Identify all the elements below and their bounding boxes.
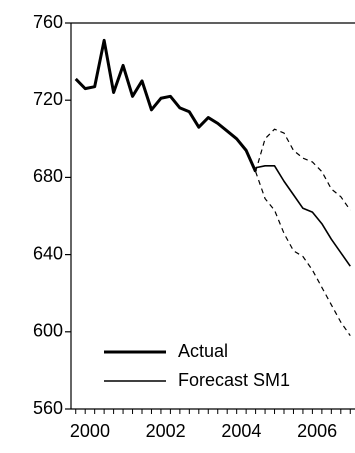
y-tick-label: 720 xyxy=(33,89,63,109)
x-tick-label: 2006 xyxy=(297,421,337,441)
band-line-2 xyxy=(255,128,351,211)
series-line-forecast-sm1 xyxy=(255,165,351,267)
y-tick-label: 680 xyxy=(33,166,63,186)
y-tick-label: 600 xyxy=(33,321,63,341)
plot-area xyxy=(74,38,351,337)
legend: Actual Forecast SM1 xyxy=(104,341,290,390)
legend-label: Actual xyxy=(178,341,228,361)
legend-label: Forecast SM1 xyxy=(178,370,290,390)
axes: 560 600 640 680 720 760 2000 2002 2004 2006 xyxy=(33,12,355,441)
y-tick-label: 760 xyxy=(33,12,63,32)
x-tick-label: 2004 xyxy=(221,421,261,441)
band-line-3 xyxy=(255,171,351,337)
x-tick-label: 2000 xyxy=(70,421,110,441)
y-tick-label: 560 xyxy=(33,398,63,418)
x-tick-label: 2002 xyxy=(146,421,186,441)
y-tick-label: 640 xyxy=(33,243,63,263)
series-line-actual xyxy=(74,38,257,173)
